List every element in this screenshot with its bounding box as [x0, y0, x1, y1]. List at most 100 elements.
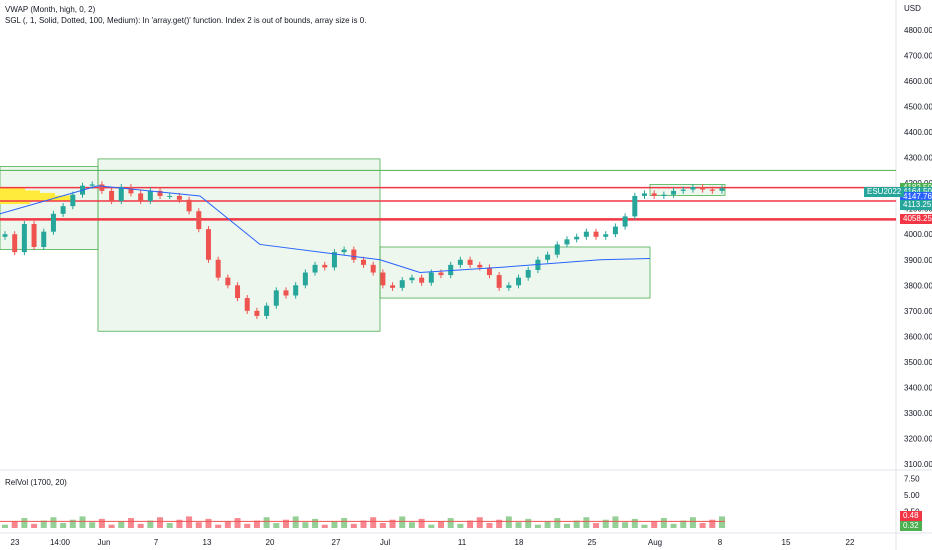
candle-body [273, 290, 279, 306]
volume-tick-label: 7.50 [904, 474, 920, 483]
candle-body [419, 277, 425, 283]
volume-bar [2, 524, 8, 528]
volume-bar [166, 523, 173, 528]
volume-bar [195, 522, 202, 528]
volume-bar [137, 523, 144, 528]
currency-label: USD [904, 4, 921, 13]
candle-body [390, 285, 396, 288]
volume-bar [205, 518, 212, 528]
candle-body [612, 226, 618, 235]
x-tick-label: 14:00 [50, 538, 71, 547]
y-tick-label: 4800.00 [904, 26, 932, 35]
vwap-path [0, 185, 651, 274]
candle-body [651, 193, 657, 196]
candle-body [21, 224, 27, 253]
volume-bar [360, 520, 367, 528]
volume-bar [408, 522, 415, 528]
candle-body [254, 310, 260, 316]
y-tick-label: 3300.00 [904, 409, 932, 418]
candle-body [380, 272, 386, 286]
candle-body [564, 239, 570, 245]
x-tick-label: 15 [782, 538, 791, 547]
candle-body [244, 298, 250, 311]
volume-bar [622, 522, 629, 528]
volume-bar [447, 518, 454, 528]
x-tick-label: 22 [846, 538, 855, 547]
price-tag: 4147.76 [900, 191, 932, 202]
candle-body [486, 267, 492, 276]
y-tick-label: 4600.00 [904, 77, 932, 86]
volume-bar [467, 520, 474, 528]
sgl-legend[interactable]: SGL (, 1, Solid, Dotted, 100, Medium): I… [5, 16, 367, 25]
volume-bar [215, 524, 222, 528]
candle-body [157, 190, 163, 196]
volume-bar [302, 522, 309, 528]
candle-body [312, 264, 318, 273]
candle-body [680, 189, 686, 191]
candle-body [690, 187, 696, 190]
volume-bar [486, 523, 493, 528]
y-tick-label: 3600.00 [904, 332, 932, 341]
volume-bar [253, 520, 260, 528]
volume-bar [428, 524, 435, 528]
volume-bar [641, 524, 648, 528]
volume-bar [31, 523, 38, 528]
volume-bar [699, 523, 706, 528]
volume-bar [127, 518, 134, 528]
candle-body [235, 285, 241, 299]
candle-body [361, 259, 366, 265]
volume-bar [321, 524, 328, 528]
volume-bar [89, 522, 96, 528]
volume-bar [98, 518, 105, 528]
volume-bar [157, 517, 164, 528]
volume-bar [108, 524, 115, 528]
candle-body [109, 190, 115, 202]
candle-body [302, 272, 308, 286]
candle-body [399, 280, 405, 288]
x-tick-label: Jul [380, 538, 390, 547]
candle-body [322, 264, 328, 268]
relvol-legend[interactable]: RelVol (1700, 20) [5, 478, 67, 487]
candle-body [70, 194, 76, 207]
volume-bar [176, 519, 183, 528]
volume-bar [244, 523, 251, 528]
volume-bar [583, 517, 590, 528]
y-tick-label: 3700.00 [904, 307, 932, 316]
volume-tick-label: 5.00 [904, 491, 920, 500]
vwap-band-area [379, 246, 651, 299]
volume-bar [341, 518, 348, 528]
candle-body [525, 269, 531, 278]
candle-body [496, 275, 502, 288]
candle-body [264, 305, 270, 316]
volume-bar [631, 518, 638, 528]
candle-body [661, 194, 667, 196]
candle-body [603, 234, 609, 237]
candle-body [293, 285, 299, 296]
volume-bar [234, 518, 241, 528]
vwap-legend[interactable]: VWAP (Month, high, 0, 2) [5, 5, 96, 14]
relative-volume-bars [0, 516, 725, 528]
x-tick-label: 20 [266, 538, 275, 547]
volume-bar [292, 516, 299, 528]
volume-bar [147, 520, 154, 528]
volume-bar [350, 523, 357, 528]
vwap-bands [0, 158, 726, 332]
volume-bar [69, 519, 76, 528]
volume-bar [21, 518, 28, 528]
y-tick-label: 3900.00 [904, 256, 932, 265]
volume-bar [40, 520, 47, 528]
y-tick-label: 4400.00 [904, 128, 932, 137]
volume-bar [612, 516, 619, 528]
volume-bar [273, 523, 280, 528]
candle-body [438, 272, 444, 276]
volume-bar [660, 518, 667, 528]
candle-body [215, 259, 221, 278]
candle-body [186, 199, 192, 212]
x-tick-label: Jun [98, 538, 111, 547]
candle-body [128, 187, 134, 194]
volume-bar [186, 516, 193, 528]
volume-bar [476, 517, 483, 528]
candle-body [477, 264, 483, 268]
volume-bar [50, 517, 57, 528]
